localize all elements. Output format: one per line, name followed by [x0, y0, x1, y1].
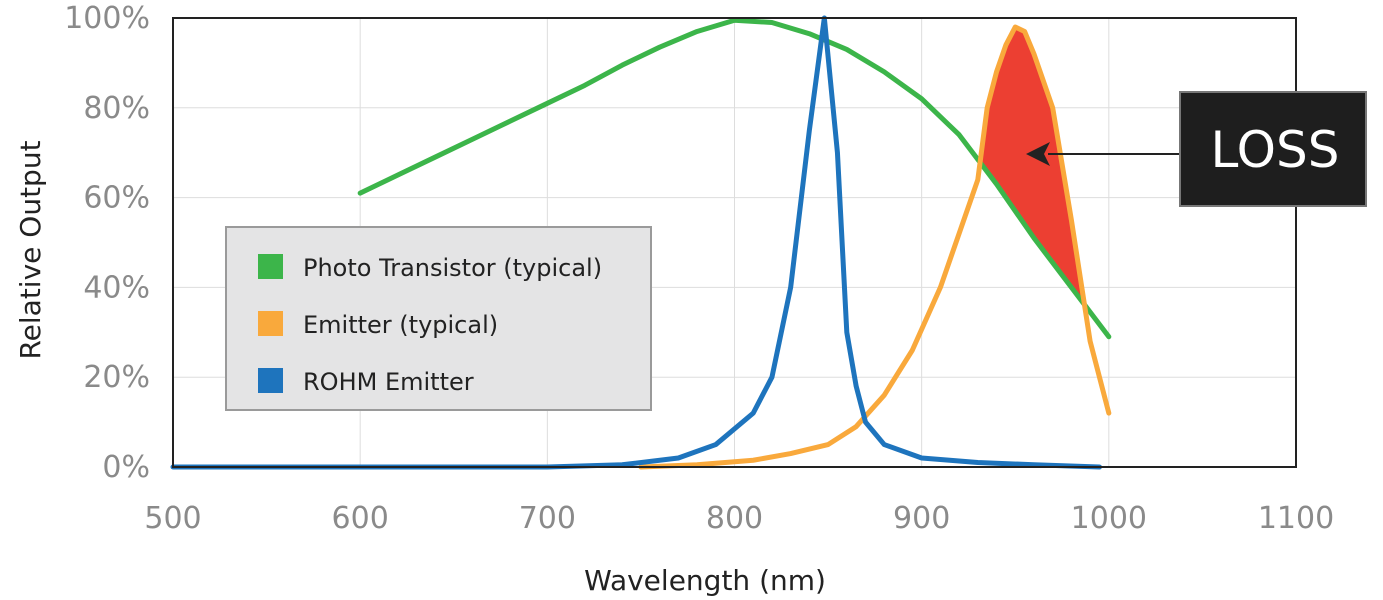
loss-annotation: LOSS	[1026, 91, 1367, 207]
x-tick-label: 900	[893, 501, 950, 536]
loss-area	[980, 26, 1081, 300]
photo-transistor-line	[357, 17, 1112, 340]
legend-swatch-photo-transistor	[258, 254, 283, 279]
legend-label-emitter: Emitter (typical)	[303, 311, 498, 339]
y-tick-label: 20%	[83, 360, 150, 395]
x-tick-label: 700	[519, 501, 576, 536]
y-axis-ticks: 0% 20% 40% 60% 80% 100%	[64, 1, 150, 485]
y-tick-label: 80%	[83, 91, 150, 126]
x-tick-label: 500	[144, 501, 201, 536]
y-tick-label: 0%	[102, 450, 150, 485]
x-tick-label: 1100	[1258, 501, 1334, 536]
y-tick-label: 60%	[83, 181, 150, 216]
emitter-line	[638, 24, 1112, 470]
loss-fill	[980, 26, 1081, 300]
legend-label-photo-transistor: Photo Transistor (typical)	[303, 254, 602, 282]
y-tick-label: 100%	[64, 1, 150, 36]
rohm-emitter-line	[170, 15, 1102, 470]
y-tick-label: 40%	[83, 270, 150, 305]
y-axis-title: Relative Output	[14, 140, 47, 359]
series-lines	[170, 15, 1112, 470]
legend-swatch-rohm-emitter	[258, 368, 283, 393]
legend: Photo Transistor (typical) Emitter (typi…	[225, 226, 652, 411]
loss-arrow-head	[1026, 142, 1050, 166]
plot-frame	[172, 17, 1297, 468]
legend-box	[225, 226, 652, 411]
legend-label-rohm-emitter: ROHM Emitter	[303, 368, 474, 396]
loss-label-box	[1179, 91, 1367, 207]
x-axis-ticks: 500 600 700 800 900 1000 1100	[144, 501, 1334, 536]
loss-label: LOSS	[1211, 121, 1340, 179]
legend-swatch-emitter	[258, 311, 283, 336]
x-axis-title: Wavelength (nm)	[584, 564, 826, 597]
x-tick-label: 1000	[1071, 501, 1147, 536]
x-tick-label: 800	[706, 501, 763, 536]
x-tick-label: 600	[332, 501, 389, 536]
